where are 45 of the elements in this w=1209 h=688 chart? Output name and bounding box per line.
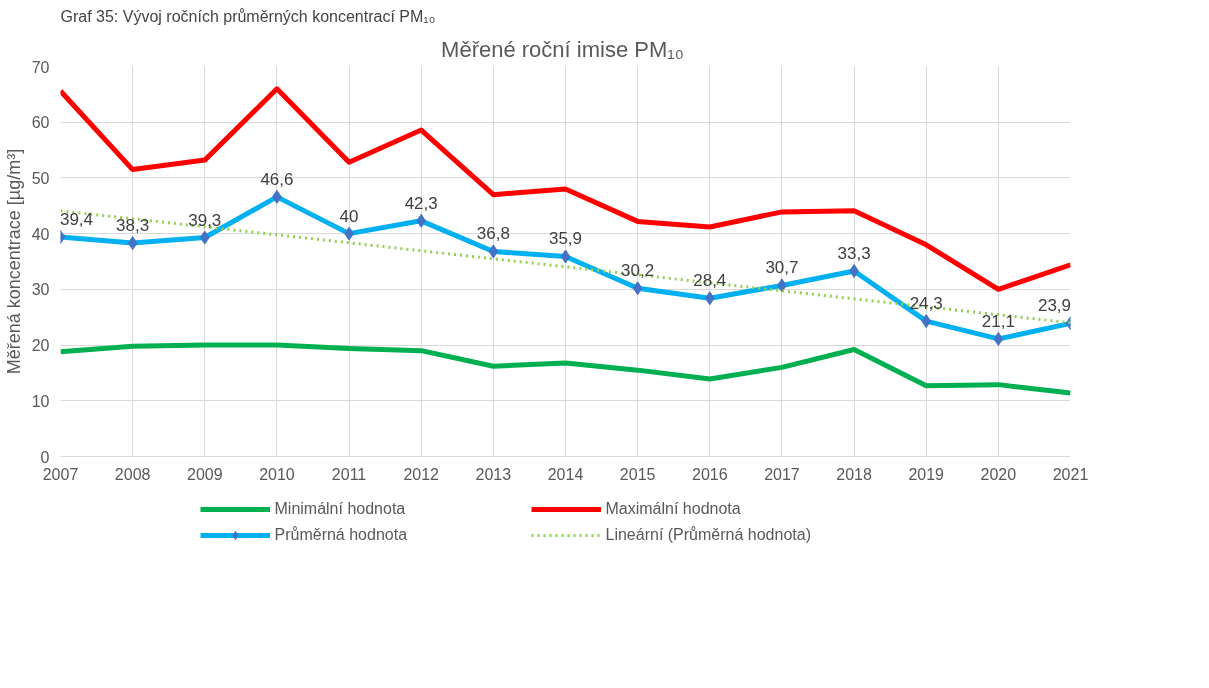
- y-tick-label: 10: [31, 392, 50, 410]
- y-axis-title: Měřená koncentrace [µg/m³]: [3, 148, 24, 375]
- y-tick-label: 40: [31, 225, 50, 243]
- data-label: 30,7: [765, 258, 799, 278]
- x-tick-label: 2016: [691, 465, 728, 483]
- data-label: 40: [339, 206, 359, 226]
- x-tick-label: 2013: [475, 465, 512, 483]
- legend-label: Maximální hodnota: [605, 500, 742, 518]
- data-label: 38,3: [116, 216, 150, 236]
- data-label: 39,4: [59, 209, 94, 229]
- y-tick-label: 60: [31, 114, 50, 132]
- x-tick-label: 2010: [259, 465, 295, 483]
- data-label: 21,1: [981, 311, 1015, 331]
- data-label: 36,8: [476, 224, 510, 244]
- x-tick-label: 2017: [764, 465, 800, 483]
- data-label: 33,3: [837, 243, 871, 263]
- x-tick-label: 2015: [619, 465, 656, 483]
- y-tick-label: 30: [31, 281, 50, 299]
- x-tick-label: 2012: [403, 465, 440, 483]
- data-label: 23,9: [1037, 296, 1072, 316]
- data-label: 46,6: [260, 169, 294, 189]
- y-tick-label: 0: [40, 448, 50, 466]
- chart-title: Měřené roční imise PM₁₀: [441, 36, 684, 62]
- x-tick-label: 2008: [114, 465, 151, 483]
- x-tick-label: 2018: [836, 465, 872, 483]
- data-label: 42,3: [404, 193, 438, 213]
- text: Graf 35: Vývoj ročních průměrných koncentrací PM₁₀: [60, 7, 436, 25]
- data-label: 35,9: [548, 229, 583, 249]
- data-label: 39,3: [188, 210, 222, 230]
- y-tick-label: 50: [31, 169, 50, 187]
- x-tick-label: 2007: [42, 465, 79, 483]
- x-tick-label: 2011: [331, 465, 367, 483]
- y-tick-label: 70: [31, 58, 50, 76]
- data-label: 28,4: [693, 271, 727, 291]
- x-tick-label: 2014: [547, 465, 584, 483]
- legend-label: Lineární (Průměrná hodnota): [605, 526, 812, 544]
- x-tick-label: 2019: [908, 465, 945, 483]
- x-tick-label: 2021: [1052, 465, 1089, 483]
- legend-label: Minimální hodnota: [274, 500, 407, 518]
- x-tick-label: 2009: [186, 465, 223, 483]
- legend-label: Průměrná hodnota: [274, 526, 409, 544]
- data-label: 24,3: [909, 294, 943, 314]
- y-tick-label: 20: [31, 337, 50, 355]
- data-label: 30,2: [621, 261, 655, 281]
- x-tick-label: 2020: [980, 465, 1017, 483]
